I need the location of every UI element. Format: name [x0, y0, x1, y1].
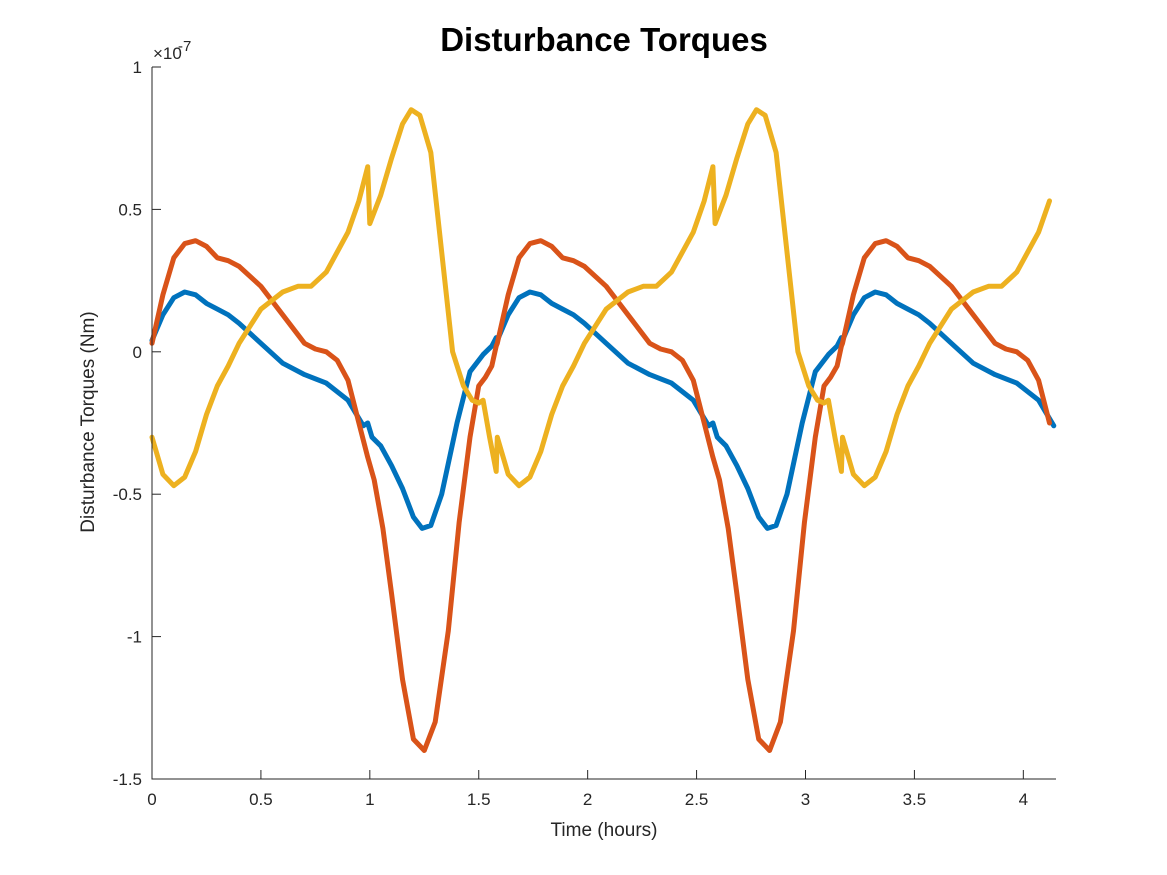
x-tick-label: 3: [801, 790, 810, 809]
x-tick-label: 2.5: [685, 790, 709, 809]
x-tick-label: 0.5: [249, 790, 273, 809]
x-tick-label: 1: [365, 790, 374, 809]
x-tick-label: 0: [147, 790, 156, 809]
y-tick-label: 0: [133, 343, 142, 362]
y-tick-label: 1: [133, 58, 142, 77]
x-tick-label: 3.5: [903, 790, 927, 809]
y-tick-label: -1.5: [113, 770, 142, 789]
x-axis-ticks: 0 0.5 1 1.5 2 2.5 3 3.5 4: [147, 770, 1028, 809]
y-tick-label: 0.5: [118, 200, 142, 219]
y-axis-label: Disturbance Torques (Nm): [78, 311, 99, 532]
y-exponent-base: ×10: [153, 44, 182, 63]
chart-title: Disturbance Torques: [440, 21, 768, 58]
y-exponent-power: -7: [178, 38, 191, 55]
x-tick-label: 4: [1019, 790, 1028, 809]
series-line-3: [149, 107, 1052, 489]
series-layer: [149, 107, 1057, 753]
series-line-1: [149, 289, 1057, 531]
series-line-2: [149, 238, 1052, 753]
x-tick-label: 2: [583, 790, 592, 809]
x-axis-label: Time (hours): [551, 820, 658, 841]
axis-lines: [151, 67, 1056, 780]
x-tick-label: 1.5: [467, 790, 491, 809]
y-axis-ticks: -1.5 -1 -0.5 0 0.5 1: [113, 58, 161, 789]
y-tick-label: -1: [127, 628, 142, 647]
y-tick-label: -0.5: [113, 485, 142, 504]
y-axis-exponent: ×10 -7: [153, 38, 191, 63]
